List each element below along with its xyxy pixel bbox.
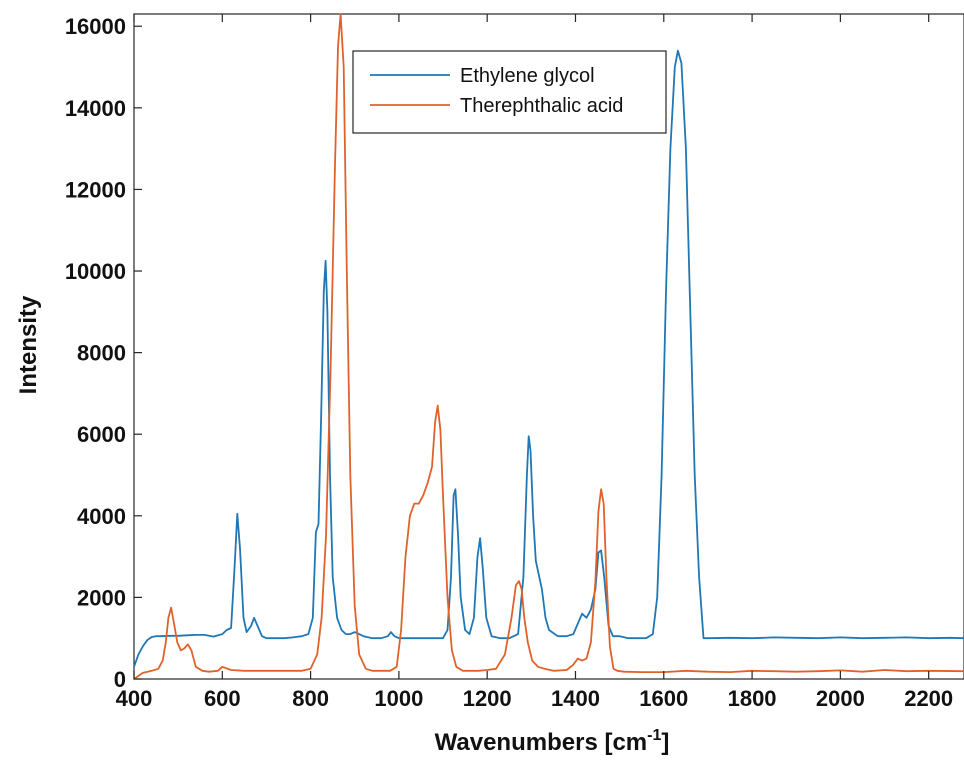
x-tick-label: 1200 — [463, 686, 512, 711]
y-tick-label: 2000 — [77, 585, 126, 610]
y-tick-label: 8000 — [77, 341, 126, 366]
x-tick-label: 2000 — [816, 686, 865, 711]
legend-entry-label: Therephthalic acid — [460, 95, 623, 117]
y-tick-label: 12000 — [65, 177, 126, 202]
x-tick-label: 600 — [204, 686, 241, 711]
x-tick-label: 1800 — [728, 686, 777, 711]
y-tick-label: 6000 — [77, 422, 126, 447]
y-tick-label: 0 — [114, 667, 126, 692]
x-tick-label: 1400 — [551, 686, 600, 711]
y-tick-label: 10000 — [65, 259, 126, 284]
y-tick-label: 4000 — [77, 504, 126, 529]
x-tick-label: 2200 — [904, 686, 953, 711]
y-tick-label: 14000 — [65, 96, 126, 121]
x-axis-title: Wavenumbers [cm-1] — [435, 727, 670, 756]
y-axis-title: Intensity — [15, 295, 42, 394]
x-tick-label: 800 — [292, 686, 329, 711]
x-tick-label: 1000 — [374, 686, 423, 711]
x-axis-title-end: ] — [661, 729, 669, 756]
legend: Ethylene glycol Therephthalic acid — [353, 51, 666, 133]
legend-entry-label: Ethylene glycol — [460, 65, 595, 87]
x-axis-title-main: Wavenumbers [cm — [435, 729, 648, 756]
legend-box — [353, 51, 666, 133]
x-tick-label: 1600 — [639, 686, 688, 711]
y-tick-label: 16000 — [65, 14, 126, 39]
x-axis-title-superscript: -1 — [647, 727, 661, 744]
